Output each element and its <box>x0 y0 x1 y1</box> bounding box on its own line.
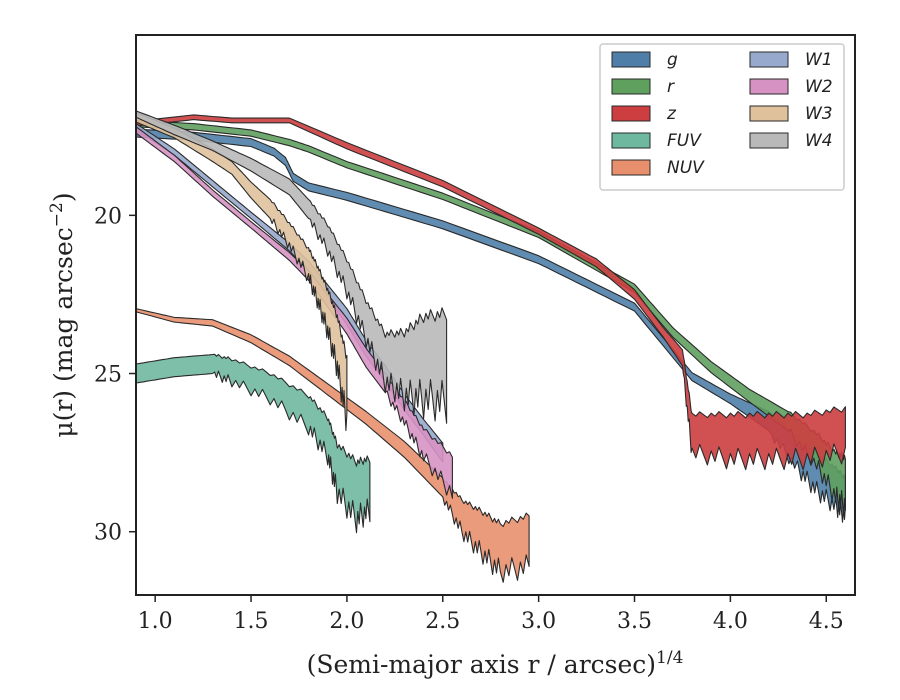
x-tick-label: 1.0 <box>138 609 173 634</box>
legend-label-w4: W4 <box>805 131 833 151</box>
legend-swatch-z <box>611 105 651 122</box>
legend-label-r: r <box>667 77 675 97</box>
x-tick-label: 4.5 <box>809 609 844 634</box>
legend-label-g: g <box>667 50 678 70</box>
legend-label-w3: W3 <box>805 104 833 124</box>
legend-label-w1: W1 <box>805 50 833 70</box>
y-axis-title: μ(r) (mag arcsec−2) <box>47 192 78 437</box>
legend-label-nuv: NUV <box>667 158 705 178</box>
legend-swatch-w4 <box>749 132 789 149</box>
plot-frame <box>135 34 856 596</box>
legend-swatch-r <box>611 78 651 95</box>
band-w4 <box>136 110 448 424</box>
x-tick-label: 2.0 <box>329 609 364 634</box>
y-axis-ticks: 20 25 30 <box>94 204 136 546</box>
legend-swatch-w1 <box>749 51 789 68</box>
legend-label-fuv: FUV <box>667 131 702 151</box>
legend-label-z: z <box>666 104 677 124</box>
y-tick-label: 30 <box>94 521 122 546</box>
x-tick-label: 3.0 <box>521 609 556 634</box>
legend-items: grz FUV NUV W1 W2 W3 W4 <box>611 50 833 178</box>
band-nuv <box>136 308 530 583</box>
band-r <box>136 119 846 516</box>
x-tick-label: 2.5 <box>425 609 460 634</box>
band-w2 <box>136 126 453 499</box>
band-w3 <box>136 111 348 432</box>
legend-swatch-w3 <box>749 105 789 122</box>
band-z <box>136 114 846 471</box>
legend-swatch-nuv <box>611 159 651 176</box>
y-tick-label: 25 <box>94 363 122 388</box>
legend-swatch-g <box>611 51 651 68</box>
legend-label-w2: W2 <box>805 77 833 97</box>
y-tick-label: 20 <box>94 204 122 229</box>
x-axis-ticks: 1.0 1.5 2.0 2.5 3.0 3.5 4.0 4.5 <box>138 595 844 634</box>
x-tick-label: 3.5 <box>617 609 652 634</box>
x-tick-label: 4.0 <box>713 609 748 634</box>
band-fuv <box>136 353 371 534</box>
legend: grz FUV NUV W1 W2 W3 W4 <box>599 43 845 191</box>
x-tick-label: 1.5 <box>234 609 269 634</box>
x-axis-title: (Semi-major axis r / arcsec)1/4 <box>307 648 684 679</box>
legend-swatch-fuv <box>611 132 651 149</box>
profile-bands <box>136 110 846 583</box>
legend-swatch-w2 <box>749 78 789 95</box>
